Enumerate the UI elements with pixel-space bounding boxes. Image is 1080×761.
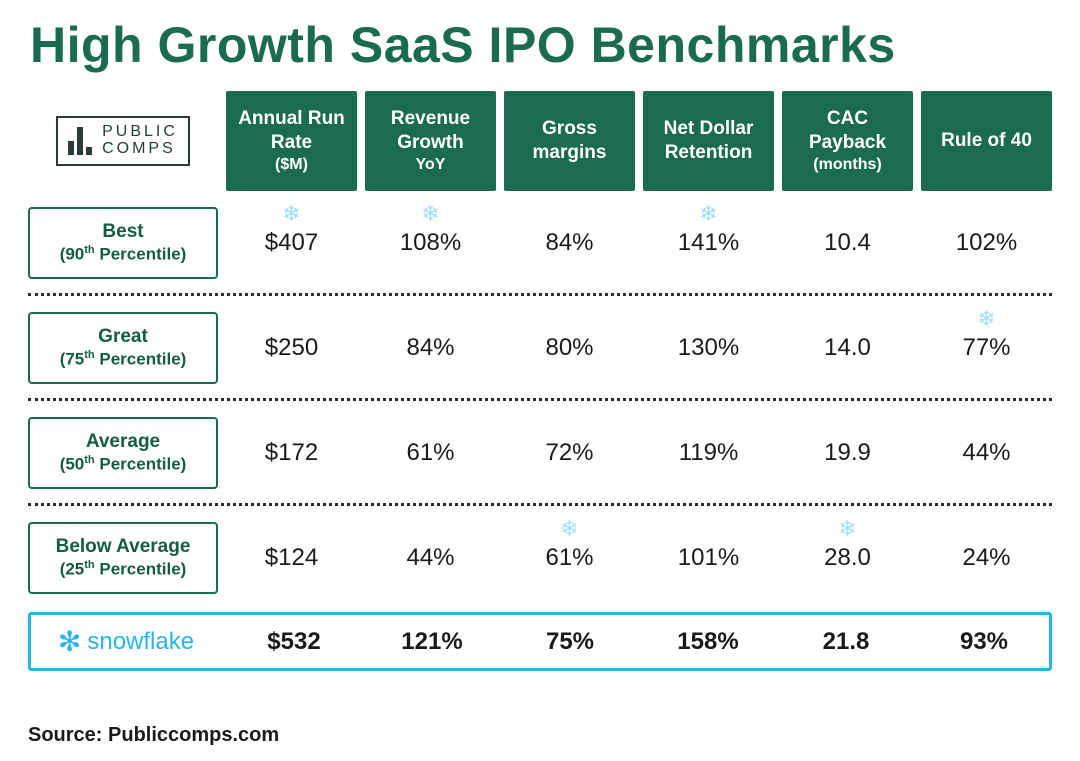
snowflake-marker-icon: ❄ bbox=[699, 203, 717, 225]
sf-cell-arr: $532 bbox=[229, 625, 359, 658]
table-cell: 119% bbox=[643, 417, 774, 489]
table-cell: $124 bbox=[226, 522, 357, 594]
sf-cell-r40: 93% bbox=[919, 625, 1049, 658]
table-cell: $172 bbox=[226, 417, 357, 489]
snowflake-label: snowflake bbox=[87, 628, 194, 656]
table-cell: 84% bbox=[365, 312, 496, 384]
row-separator bbox=[28, 293, 1052, 296]
table-cell: $250 bbox=[226, 312, 357, 384]
table-cell: 102% bbox=[921, 207, 1052, 279]
table-cell: 130% bbox=[643, 312, 774, 384]
table-cell: 108%❄ bbox=[365, 207, 496, 279]
page-title: High Growth SaaS IPO Benchmarks bbox=[30, 18, 1052, 73]
table-cell: 77%❄ bbox=[921, 312, 1052, 384]
snowflake-marker-icon: ❄ bbox=[282, 203, 300, 225]
table-cell: 101% bbox=[643, 522, 774, 594]
logo-text: PUBLIC COMPS bbox=[102, 124, 178, 158]
table-cell: 84% bbox=[504, 207, 635, 279]
page: High Growth SaaS IPO Benchmarks PUBLIC C… bbox=[0, 0, 1080, 761]
table-cell: 19.9 bbox=[782, 417, 913, 489]
table-cell: 44% bbox=[921, 417, 1052, 489]
sf-cell-ndr: 158% bbox=[643, 625, 773, 658]
table-cell: 61%❄ bbox=[504, 522, 635, 594]
sf-cell-gm: 75% bbox=[505, 625, 635, 658]
table-cell: 28.0❄ bbox=[782, 522, 913, 594]
snowflake-marker-icon: ❄ bbox=[560, 518, 578, 540]
row-label: Average(50th Percentile) bbox=[28, 417, 218, 489]
col-header-ndr: Net Dollar Retention bbox=[643, 91, 774, 191]
table-cell: 24% bbox=[921, 522, 1052, 594]
col-header-gm: Gross margins bbox=[504, 91, 635, 191]
table-cell: 10.4 bbox=[782, 207, 913, 279]
row-label: Great(75th Percentile) bbox=[28, 312, 218, 384]
row-label: Below Average(25th Percentile) bbox=[28, 522, 218, 594]
sf-cell-cac: 21.8 bbox=[781, 625, 911, 658]
table-cell: 80% bbox=[504, 312, 635, 384]
table-cell: 61% bbox=[365, 417, 496, 489]
col-header-arr: Annual Run Rate($M) bbox=[226, 91, 357, 191]
snowflake-icon: ✻ bbox=[58, 625, 81, 658]
snowflake-row: ✻ snowflake $532 121% 75% 158% 21.8 93% bbox=[28, 612, 1052, 671]
bar-chart-icon bbox=[68, 127, 92, 155]
sf-cell-growth: 121% bbox=[367, 625, 497, 658]
snowflake-marker-icon: ❄ bbox=[421, 203, 439, 225]
table-cell: 14.0 bbox=[782, 312, 913, 384]
col-header-cac: CAC Payback(months) bbox=[782, 91, 913, 191]
col-header-r40: Rule of 40 bbox=[921, 91, 1052, 191]
table-cell: 72% bbox=[504, 417, 635, 489]
source-attribution: Source: Publiccomps.com bbox=[28, 724, 279, 747]
table-cell: 44% bbox=[365, 522, 496, 594]
snowflake-marker-icon: ❄ bbox=[977, 308, 995, 330]
snowflake-logo: ✻ snowflake bbox=[31, 625, 221, 658]
table-cell: 141%❄ bbox=[643, 207, 774, 279]
benchmark-table: PUBLIC COMPS Annual Run Rate($M) Revenue… bbox=[28, 91, 1052, 671]
snowflake-marker-icon: ❄ bbox=[838, 518, 856, 540]
row-label: Best(90th Percentile) bbox=[28, 207, 218, 279]
row-separator bbox=[28, 398, 1052, 401]
row-separator bbox=[28, 503, 1052, 506]
table-cell: $407❄ bbox=[226, 207, 357, 279]
publiccomps-logo: PUBLIC COMPS bbox=[28, 91, 218, 191]
col-header-growth: Revenue GrowthYoY bbox=[365, 91, 496, 191]
